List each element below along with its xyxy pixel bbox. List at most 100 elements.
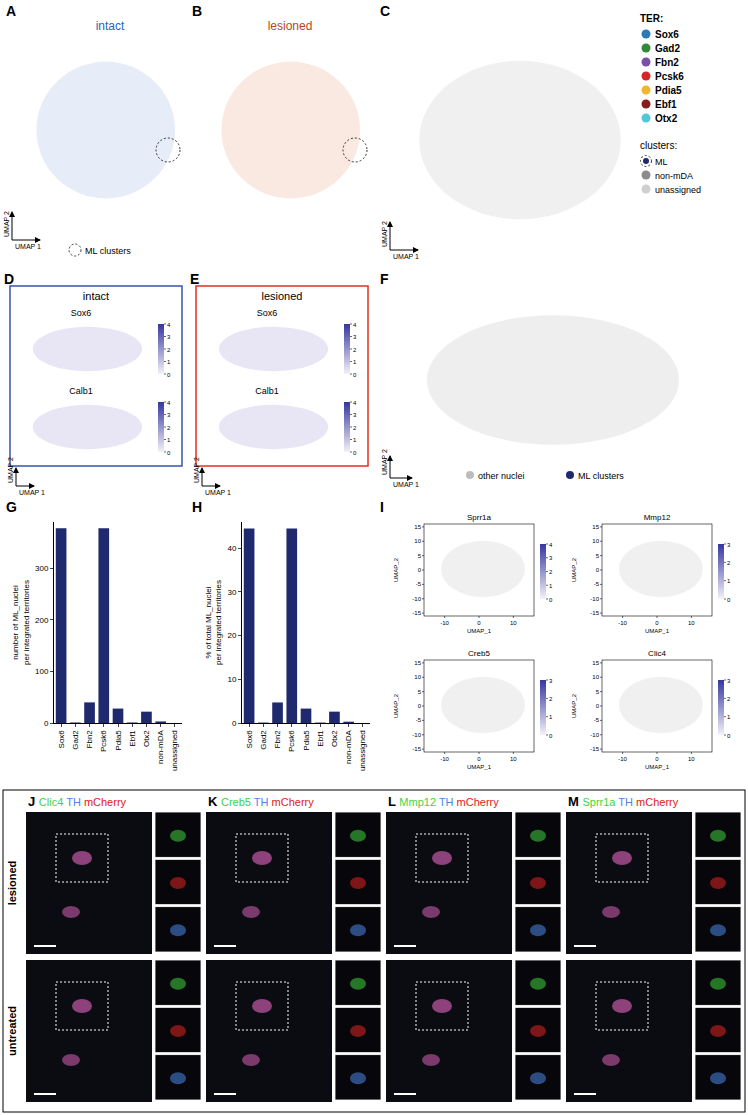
svg-text:UMAP 2: UMAP 2 bbox=[3, 211, 10, 237]
svg-text:1: 1 bbox=[167, 437, 171, 443]
svg-text:Ebf1: Ebf1 bbox=[316, 730, 325, 747]
svg-text:-5: -5 bbox=[416, 717, 422, 723]
svg-text:0: 0 bbox=[549, 597, 553, 603]
svg-text:10: 10 bbox=[688, 620, 695, 626]
svg-text:J Clic4 TH mCherry: J Clic4 TH mCherry bbox=[28, 794, 127, 809]
svg-text:unassigned: unassigned bbox=[170, 730, 179, 771]
svg-text:5: 5 bbox=[596, 553, 600, 559]
svg-text:0: 0 bbox=[167, 372, 171, 378]
svg-text:4: 4 bbox=[549, 542, 553, 548]
svg-text:-15: -15 bbox=[412, 610, 421, 616]
svg-text:0: 0 bbox=[232, 719, 237, 728]
svg-text:2: 2 bbox=[727, 560, 731, 566]
svg-text:3: 3 bbox=[167, 412, 171, 418]
svg-text:Ebf1: Ebf1 bbox=[655, 99, 677, 110]
svg-text:20: 20 bbox=[227, 631, 236, 640]
svg-text:-15: -15 bbox=[412, 746, 421, 752]
svg-text:unassigned: unassigned bbox=[358, 730, 367, 771]
svg-text:1: 1 bbox=[167, 359, 171, 365]
svg-text:F: F bbox=[380, 271, 389, 287]
svg-text:intact: intact bbox=[83, 290, 109, 302]
svg-text:3: 3 bbox=[727, 542, 731, 548]
svg-text:10: 10 bbox=[510, 620, 517, 626]
svg-text:K Creb5 TH mCherry: K Creb5 TH mCherry bbox=[208, 794, 314, 809]
svg-text:2: 2 bbox=[167, 425, 171, 431]
svg-text:0: 0 bbox=[727, 597, 731, 603]
svg-text:L Mmp12 TH mCherry: L Mmp12 TH mCherry bbox=[388, 794, 499, 809]
svg-text:unassigned: unassigned bbox=[655, 185, 701, 195]
svg-text:Fbn2: Fbn2 bbox=[273, 730, 282, 749]
svg-text:UMAP 2: UMAP 2 bbox=[381, 221, 388, 247]
svg-text:UMAP_1: UMAP_1 bbox=[467, 764, 492, 770]
svg-text:0: 0 bbox=[353, 372, 357, 378]
svg-text:15: 15 bbox=[414, 524, 421, 530]
svg-text:Gad2: Gad2 bbox=[655, 43, 680, 54]
svg-text:3: 3 bbox=[167, 334, 171, 340]
svg-text:intact: intact bbox=[96, 19, 125, 33]
svg-text:Sprr1a: Sprr1a bbox=[467, 513, 492, 522]
svg-text:% of total ML_nucleiper integr: % of total ML_nucleiper integrated terri… bbox=[204, 580, 223, 665]
svg-text:10: 10 bbox=[510, 756, 517, 762]
svg-text:M Sprr1a TH mCherry: M Sprr1a TH mCherry bbox=[568, 794, 679, 809]
svg-text:-10: -10 bbox=[440, 620, 449, 626]
svg-text:non-mDA: non-mDA bbox=[655, 171, 693, 181]
svg-text:-10: -10 bbox=[590, 596, 599, 602]
svg-text:1: 1 bbox=[727, 714, 731, 720]
svg-text:Fbn2: Fbn2 bbox=[655, 57, 679, 68]
svg-text:0: 0 bbox=[418, 703, 422, 709]
svg-text:UMAP 2: UMAP 2 bbox=[381, 449, 388, 475]
svg-text:UMAP 1: UMAP 1 bbox=[393, 253, 419, 260]
svg-text:ML clusters: ML clusters bbox=[85, 246, 131, 256]
svg-text:0: 0 bbox=[353, 450, 357, 456]
svg-text:200: 200 bbox=[35, 616, 49, 625]
svg-text:5: 5 bbox=[418, 553, 422, 559]
svg-text:UMAP_2: UMAP_2 bbox=[393, 557, 399, 582]
svg-text:3: 3 bbox=[727, 678, 731, 684]
svg-text:10: 10 bbox=[414, 538, 421, 544]
svg-text:TER:: TER: bbox=[640, 13, 663, 24]
svg-text:UMAP_1: UMAP_1 bbox=[645, 628, 670, 634]
svg-text:Sox6: Sox6 bbox=[655, 29, 679, 40]
svg-text:UMAP_1: UMAP_1 bbox=[645, 764, 670, 770]
svg-text:300: 300 bbox=[35, 564, 49, 573]
svg-text:UMAP 1: UMAP 1 bbox=[393, 481, 419, 488]
svg-text:3: 3 bbox=[549, 555, 553, 561]
svg-text:4: 4 bbox=[167, 400, 171, 406]
svg-text:UMAP_2: UMAP_2 bbox=[393, 693, 399, 718]
svg-text:4: 4 bbox=[353, 322, 357, 328]
svg-text:I: I bbox=[380, 499, 384, 515]
svg-text:UMAP 1: UMAP 1 bbox=[205, 489, 231, 496]
svg-text:Mmp12: Mmp12 bbox=[644, 513, 671, 522]
svg-text:10: 10 bbox=[592, 538, 599, 544]
svg-text:0: 0 bbox=[655, 620, 659, 626]
svg-text:number of ML_nucleiper integra: number of ML_nucleiper integrated territ… bbox=[11, 580, 30, 665]
svg-text:3: 3 bbox=[549, 678, 553, 684]
svg-text:1: 1 bbox=[353, 359, 357, 365]
svg-text:0: 0 bbox=[727, 733, 731, 739]
svg-text:3: 3 bbox=[353, 412, 357, 418]
svg-text:Calb1: Calb1 bbox=[69, 386, 93, 396]
svg-text:15: 15 bbox=[592, 660, 599, 666]
svg-text:-10: -10 bbox=[590, 732, 599, 738]
svg-text:5: 5 bbox=[418, 689, 422, 695]
svg-text:ML: ML bbox=[655, 157, 668, 167]
svg-text:-10: -10 bbox=[618, 756, 627, 762]
svg-text:A: A bbox=[6, 3, 16, 19]
svg-text:Gad2: Gad2 bbox=[259, 730, 268, 750]
svg-text:10: 10 bbox=[688, 756, 695, 762]
svg-text:UMAP_2: UMAP_2 bbox=[571, 557, 577, 582]
svg-text:3: 3 bbox=[353, 334, 357, 340]
svg-text:0: 0 bbox=[477, 620, 481, 626]
svg-text:0: 0 bbox=[596, 703, 600, 709]
svg-text:UMAP 2: UMAP 2 bbox=[193, 457, 200, 483]
svg-text:10: 10 bbox=[592, 674, 599, 680]
svg-text:-10: -10 bbox=[618, 620, 627, 626]
svg-text:UMAP 1: UMAP 1 bbox=[19, 489, 45, 496]
svg-text:Otx2: Otx2 bbox=[142, 730, 151, 747]
svg-text:Pcsk6: Pcsk6 bbox=[99, 730, 108, 752]
svg-text:Sox6: Sox6 bbox=[257, 308, 278, 318]
svg-text:clusters:: clusters: bbox=[640, 140, 677, 151]
svg-text:1: 1 bbox=[549, 583, 553, 589]
svg-text:2: 2 bbox=[549, 696, 553, 702]
svg-text:lesioned: lesioned bbox=[268, 19, 313, 33]
